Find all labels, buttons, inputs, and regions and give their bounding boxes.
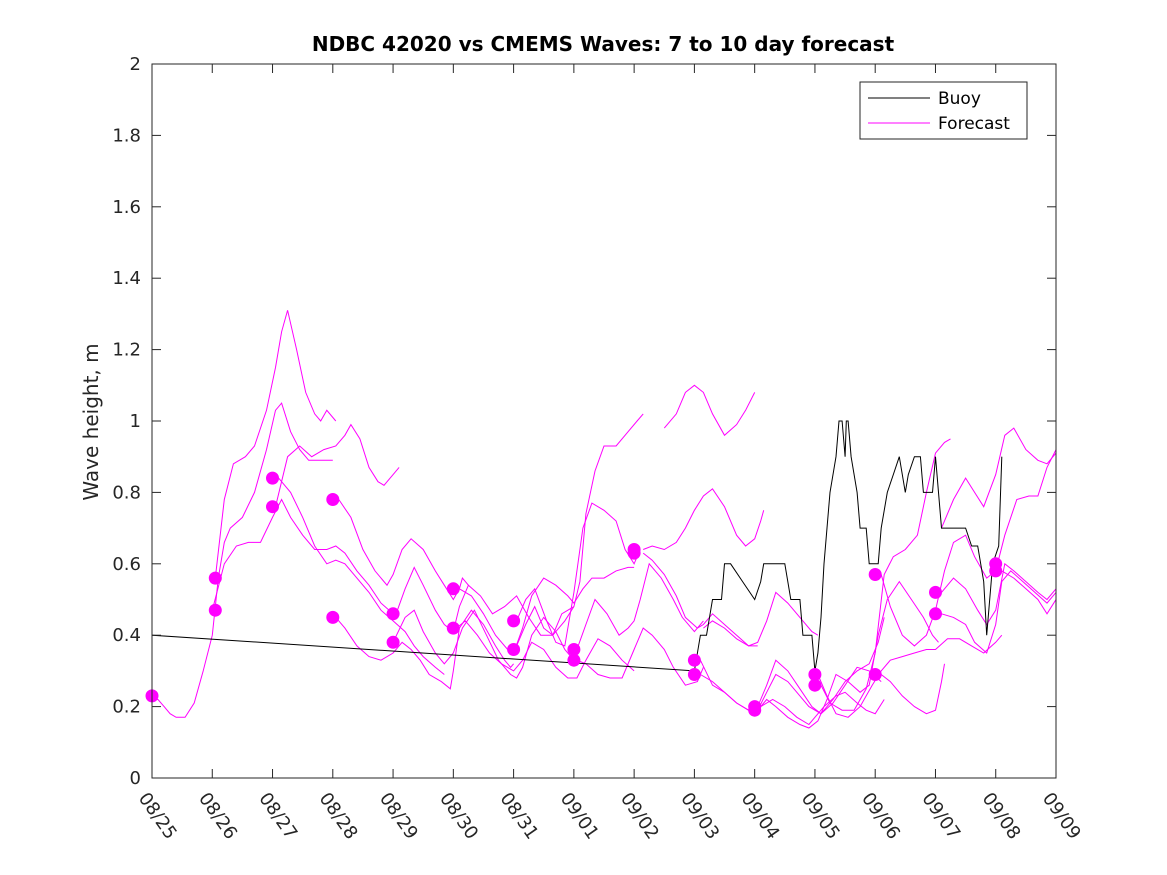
y-tick-label: 0.4 [112,625,141,646]
forecast-series-line [757,580,939,729]
forecast-marker [446,621,460,635]
forecast-marker [567,643,581,656]
x-tick-label: 09/05 [797,789,844,844]
forecast-marker [808,678,822,692]
x-tick-label: 09/04 [737,789,784,844]
x-tick-label: 09/03 [676,789,723,844]
forecast-series-line [214,310,337,579]
forecast-marker [507,643,521,656]
forecast-series-line [459,566,635,654]
forecast-series-line [392,609,575,679]
x-tick-label: 09/07 [917,789,964,844]
y-tick-label: 0 [130,768,141,789]
y-tick-label: 1.8 [112,125,141,146]
forecast-series-line [703,591,819,647]
forecast-series-line [820,438,951,711]
forecast-marker [687,668,701,681]
forecast-series-line [941,427,1056,529]
forecast-marker [748,703,762,717]
y-tick-label: 0.6 [112,554,141,575]
forecast-series-line [1001,570,1056,615]
x-tick-label: 09/01 [556,789,603,844]
forecast-marker [208,571,222,585]
forecast-series-line [455,620,635,679]
forecast-series-line [941,562,1056,626]
forecast-marker [627,546,641,560]
x-tick-label: 09/09 [1038,789,1085,844]
y-tick-label: 1.4 [112,268,141,289]
forecast-series-line [335,609,514,690]
forecast-series-line [699,659,885,726]
forecast-series-line [941,570,1056,654]
y-tick-labels: 0 0.2 0.4 0.6 0.8 1 1.2 1.4 1.6 1.8 2 [112,54,141,789]
x-tick-label: 08/25 [134,789,181,844]
forecast-series-line [395,566,575,636]
forecast-marker [808,668,822,681]
legend: Buoy Forecast [859,81,1028,140]
forecast-marker [868,568,882,581]
x-tick-label: 08/26 [194,789,241,844]
x-tick-label: 08/27 [254,789,301,844]
forecast-series-line [817,634,1003,718]
forecast-series-line [152,402,333,718]
forecast-marker [326,610,340,624]
forecast-series-line [642,552,758,647]
plot-area [152,310,1056,729]
x-tick-label: 08/30 [435,789,482,844]
forecast-series-line [516,413,644,647]
forecast-marker [989,564,1003,578]
forecast-marker [208,603,222,617]
forecast-marker [386,607,400,621]
forecast-marker [266,471,279,485]
forecast-marker [868,668,882,681]
y-tick-label: 1 [130,411,141,432]
y-tick-label: 1.6 [112,197,141,218]
buoy-series-line [152,420,1003,672]
legend-label-forecast: Forecast [938,114,1010,134]
forecast-marker [386,635,400,649]
forecast-series-line [516,502,641,647]
forecast-marker [326,493,340,506]
forecast-marker [507,614,521,628]
y-tick-label: 1.2 [112,340,141,361]
forecast-series-line [275,423,400,507]
forecast-series-line [643,488,765,551]
forecast-series-line [278,477,445,675]
forecast-marker [446,582,460,596]
y-tick-label: 2 [130,54,141,75]
forecast-marker [929,607,942,621]
y-tick-label: 0.8 [112,482,141,503]
forecast-series-line [880,448,1056,647]
forecast-marker [929,585,942,599]
y-axis-label: Wave height, m [79,343,103,500]
forecast-marker [567,653,581,667]
forecast-series-line [663,384,756,437]
forecast-series-line [757,617,885,715]
x-tick-label: 09/02 [616,789,663,844]
x-tick-label: 08/29 [375,789,422,844]
forecast-markers [145,471,1003,717]
forecast-marker [687,653,701,667]
x-tick-labels: 08/25 08/26 08/27 08/28 08/29 08/30 08/31 09/01… [134,789,1085,844]
forecast-series-line [880,663,945,715]
forecast-series-line [576,562,704,650]
x-tick-label: 09/06 [857,789,904,844]
x-tick-label: 08/28 [315,789,362,844]
chart-title: NDBC 42020 vs CMEMS Waves: 7 to 10 day f… [312,32,895,56]
forecast-series-line [576,627,704,686]
x-tick-label: 09/08 [978,789,1025,844]
forecast-marker [266,500,279,514]
x-tick-label: 08/31 [496,789,543,844]
axis-ticks [151,63,1057,779]
forecast-series-line [700,666,882,715]
forecast-series-line [211,498,394,615]
legend-label-buoy: Buoy [938,89,981,109]
legend-box [859,81,1028,140]
y-tick-label: 0.2 [112,697,141,718]
